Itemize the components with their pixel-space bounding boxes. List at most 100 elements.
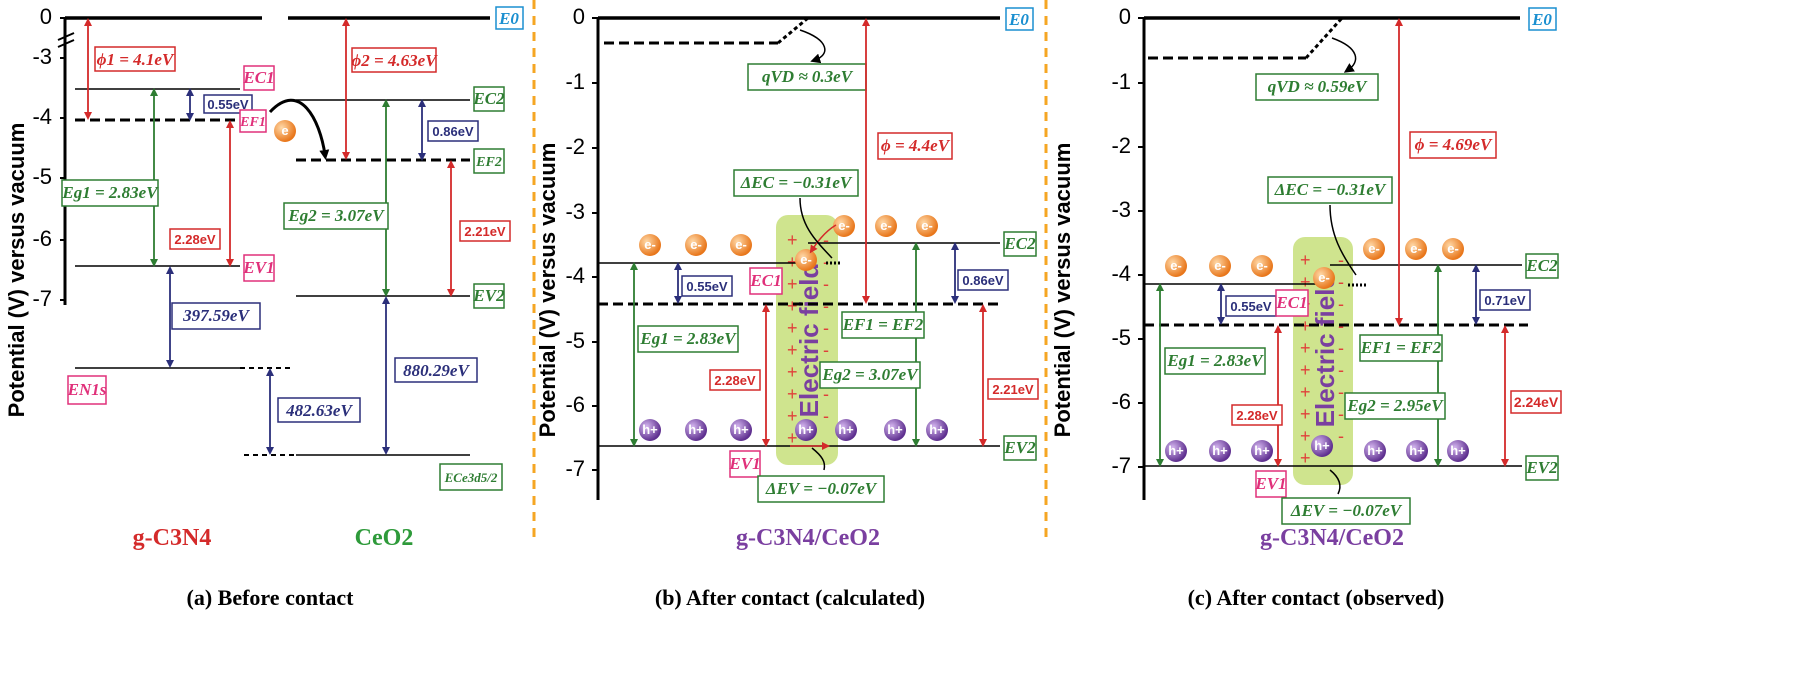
- hole-b-1: [639, 419, 661, 441]
- svg-text:+: +: [787, 252, 798, 272]
- tick-a-3: -5: [32, 164, 52, 189]
- svg-text:-: -: [823, 318, 829, 338]
- ece3d-label: ECe3d5/2: [444, 470, 498, 485]
- ev2-label-c: EV2: [1525, 458, 1558, 477]
- hole-c-2: [1209, 440, 1231, 462]
- svg-text:+: +: [787, 362, 798, 382]
- tick-a-4: -6: [32, 226, 52, 251]
- svg-text:-: -: [823, 340, 829, 360]
- e0-label-a: E0: [498, 9, 519, 28]
- qvd-label-b: qVD ≈ 0.3eV: [762, 67, 854, 86]
- electron-a: [274, 120, 296, 142]
- en1s-label: EN1s: [67, 380, 107, 399]
- y-axis-label-c: Potential (V) versus vacuum: [1050, 143, 1075, 438]
- eg2-label-b: Eg2 = 3.07eV: [821, 365, 919, 384]
- tick-b-1: -1: [565, 69, 585, 94]
- svg-text:+: +: [787, 428, 798, 448]
- ev2-label-b: EV2: [1003, 438, 1036, 457]
- svg-text:+: +: [1300, 250, 1311, 270]
- svg-text:h+: h+: [1409, 443, 1425, 458]
- tick-a-0: 0: [40, 4, 52, 29]
- hole-b-5: [835, 419, 857, 441]
- tick-c-4: -4: [1111, 261, 1131, 286]
- caption-c: (c) After contact (observed): [1188, 585, 1445, 610]
- ev1-label-c: EV1: [1254, 474, 1286, 493]
- svg-text:+: +: [787, 274, 798, 294]
- svg-text:e-: e-: [838, 218, 850, 233]
- tick-c-7: -7: [1111, 453, 1131, 478]
- svg-text:e-: e-: [1170, 258, 1182, 273]
- gap-v2-c: 2.24eV: [1514, 394, 1559, 410]
- svg-text:+: +: [787, 406, 798, 426]
- eg1-label-a: Eg1 = 2.83eV: [61, 183, 159, 202]
- y-axis-label-a: Potential (V) versus vacuum: [4, 123, 29, 418]
- ec1-label-b: EC1: [749, 271, 781, 290]
- svg-text:+: +: [787, 340, 798, 360]
- svg-text:-: -: [1338, 426, 1344, 446]
- svg-text:h+: h+: [838, 422, 854, 437]
- svg-text:+: +: [1300, 360, 1311, 380]
- svg-text:+: +: [1300, 272, 1311, 292]
- electron-b-5: [833, 215, 855, 237]
- electron-c-3: [1251, 255, 1273, 277]
- eg2-label-a: Eg2 = 3.07eV: [287, 206, 385, 225]
- electron-b-3: [730, 234, 752, 256]
- svg-text:e-: e-: [690, 237, 702, 252]
- svg-text:h+: h+: [733, 422, 749, 437]
- svg-text:e-: e-: [1256, 258, 1268, 273]
- svg-text:+: +: [1300, 316, 1311, 336]
- svg-text:h+: h+: [1212, 443, 1228, 458]
- ev1-label-a: EV1: [242, 258, 274, 277]
- svg-text:+: +: [787, 296, 798, 316]
- svg-text:-: -: [1338, 250, 1344, 270]
- svg-text:-: -: [1338, 404, 1344, 424]
- electron-c-6: [1405, 238, 1427, 260]
- electron-b-1: [639, 234, 661, 256]
- ef1-label-a: EF1: [239, 115, 266, 130]
- hole-c-3: [1251, 440, 1273, 462]
- material-ceo2-a: CeO2: [355, 525, 414, 551]
- material-c: g-C3N4/CeO2: [1260, 525, 1404, 551]
- gap-c1-c: 0.55eV: [1230, 299, 1272, 314]
- svg-text:+: +: [787, 230, 798, 250]
- svg-text:e-: e-: [1447, 241, 1459, 256]
- panel-a: Potential (V) versus vacuum 0 -3 -4 -5 -…: [4, 4, 524, 610]
- svg-text:h+: h+: [929, 422, 945, 437]
- tick-a-2: -4: [32, 104, 52, 129]
- hole-c-5: [1364, 440, 1386, 462]
- svg-text:e: e: [281, 123, 288, 138]
- svg-text:h+: h+: [1168, 443, 1184, 458]
- tick-a-5: -7: [32, 286, 52, 311]
- phi-label-c: ϕ = 4.69eV: [1415, 135, 1493, 154]
- hole-b-7: [926, 419, 948, 441]
- svg-text:e-: e-: [735, 237, 747, 252]
- ev2-label-a: EV2: [472, 286, 505, 305]
- gap-v2-b: 2.21eV: [992, 382, 1034, 397]
- caption-a: (a) Before contact: [187, 585, 355, 610]
- material-gc3n4-a: g-C3N4: [133, 525, 212, 551]
- svg-text:h+: h+: [798, 422, 814, 437]
- svg-text:h+: h+: [642, 422, 658, 437]
- electron-c-1: [1165, 255, 1187, 277]
- svg-text:h+: h+: [1450, 443, 1466, 458]
- tick-c-3: -3: [1111, 197, 1131, 222]
- svg-text:-: -: [1338, 272, 1344, 292]
- electron-b-7: [916, 215, 938, 237]
- dev-label-b: ΔEV = −0.07eV: [765, 479, 878, 498]
- gap-c2-b: 0.86eV: [962, 273, 1004, 288]
- electron-b-6: [875, 215, 897, 237]
- electron-c-5: [1363, 238, 1385, 260]
- tick-b-3: -3: [565, 199, 585, 224]
- svg-text:-: -: [1338, 360, 1344, 380]
- svg-text:e-: e-: [644, 237, 656, 252]
- svg-text:+: +: [1300, 382, 1311, 402]
- hole-b-6: [884, 419, 906, 441]
- svg-text:+: +: [1300, 426, 1311, 446]
- svg-text:-: -: [823, 230, 829, 250]
- svg-text:e-: e-: [1318, 270, 1330, 285]
- tick-a-1: -3: [32, 44, 52, 69]
- e0-label-c: E0: [1531, 10, 1552, 29]
- svg-text:e-: e-: [921, 218, 933, 233]
- svg-text:e-: e-: [1214, 258, 1226, 273]
